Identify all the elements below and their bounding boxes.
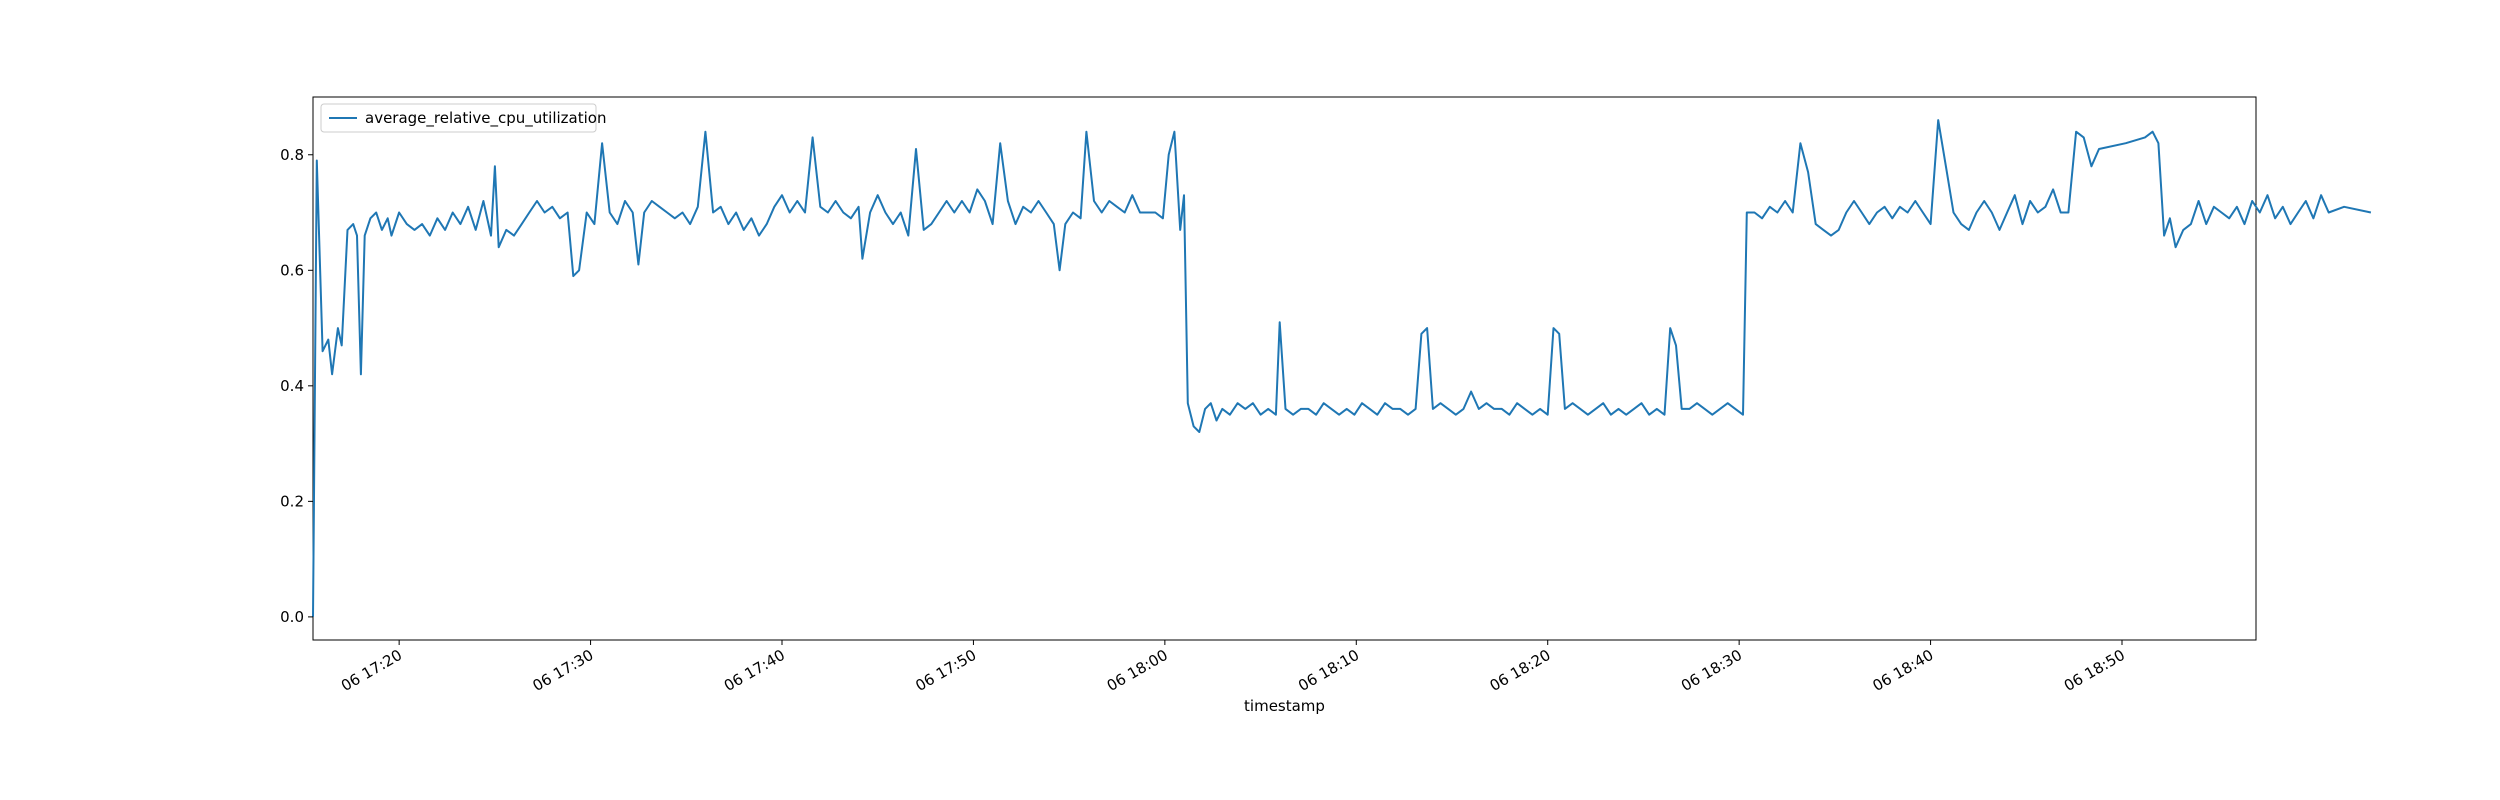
x-axis-label: timestamp [1244,697,1325,715]
y-axis: 0.0 0.2 0.4 0.6 0.8 [280,146,313,626]
plot-frame [312,96,2257,641]
x-tick-label: 06 17:50 [912,646,979,695]
y-tick-label: 0.6 [280,261,304,279]
y-tick-label: 0.2 [280,492,304,510]
x-tick-label: 06 18:40 [1869,646,1936,695]
x-tick-label: 06 17:20 [338,646,405,695]
plot-area [312,96,2372,641]
y-tick-label: 0.4 [280,377,304,395]
y-tick-label: 0.0 [280,608,304,626]
legend-box [320,103,597,133]
x-tick-label: 06 18:10 [1295,646,1362,695]
x-tick-label: 06 18:20 [1487,646,1554,695]
series-line [312,119,2372,617]
x-tick-label: 06 18:50 [2061,646,2128,695]
x-tick-label: 06 17:40 [721,646,788,695]
legend-entry-label: average_relative_cpu_utilization [365,109,606,128]
y-tick-label: 0.8 [280,146,304,164]
x-tick-label: 06 18:30 [1678,646,1745,695]
legend[interactable]: average_relative_cpu_utilization [320,103,606,133]
x-axis: 06 17:20 06 17:30 06 17:40 06 17:50 06 18:00… [338,640,2128,695]
x-tick-label: 06 18:00 [1104,646,1171,695]
x-tick-label: 06 17:30 [529,646,596,695]
